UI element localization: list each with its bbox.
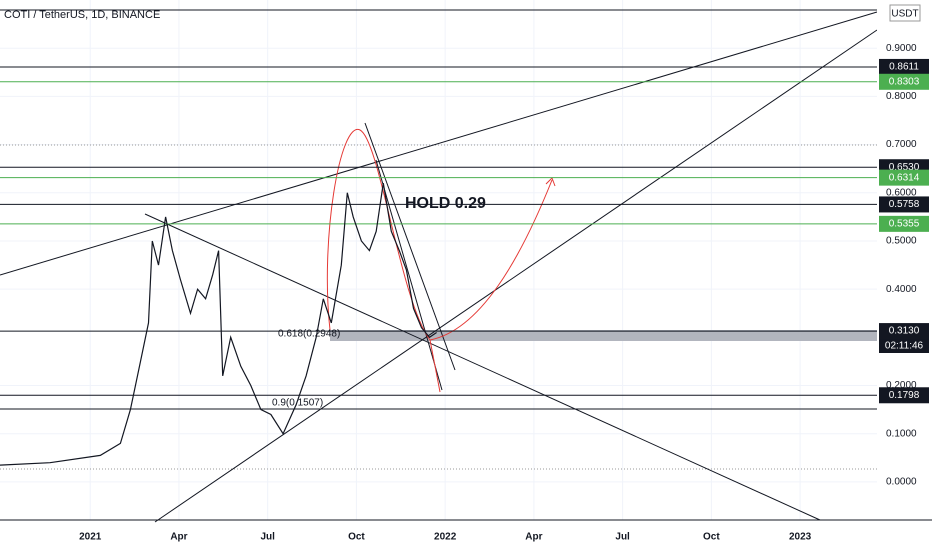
- x-tick-label: 2023: [789, 532, 812, 543]
- trend-line: [144, 213, 821, 521]
- y-tick-label: 0.9000: [886, 43, 917, 54]
- annotation: 0.618(0.2948): [278, 329, 340, 340]
- trend-line: [375, 159, 443, 391]
- x-tick-label: Apr: [170, 532, 187, 543]
- level-label: 0.6530: [889, 162, 920, 173]
- trend-line: [0, 11, 878, 276]
- y-tick-label: 0.4000: [886, 284, 917, 295]
- countdown-box: [879, 337, 929, 353]
- level-label: 0.1798: [889, 390, 920, 401]
- currency: USDT: [891, 9, 918, 20]
- level-label-box: [879, 215, 929, 232]
- countdown: 02:11:46: [885, 341, 924, 352]
- y-tick-label: 0.8000: [886, 91, 917, 102]
- level-label: 0.5758: [889, 199, 920, 210]
- price-axis: [877, 0, 932, 550]
- level-label: 0.8611: [889, 62, 919, 73]
- red-drawing: [326, 129, 441, 393]
- level-label: 0.6314: [889, 172, 920, 183]
- y-tick-label: 0.6000: [886, 187, 917, 198]
- trend-line: [364, 122, 456, 371]
- x-tick-label: Jul: [615, 532, 630, 543]
- level-label: 0.8303: [889, 76, 920, 87]
- level-label-box: [879, 196, 929, 213]
- price-line: [0, 183, 437, 466]
- y-tick-label: 0.2000: [886, 380, 917, 391]
- y-tick-label: 0.0000: [886, 477, 917, 488]
- level-label-box: [879, 58, 929, 75]
- level-label-box: [879, 323, 929, 340]
- annotation: 0.9(0.1507): [272, 398, 323, 409]
- level-label-box: [879, 73, 929, 90]
- y-tick-label: 0.1000: [886, 428, 917, 439]
- level-label-box: [879, 169, 929, 186]
- y-tick-label: 0.7000: [886, 139, 917, 150]
- chart-title: COTI / TetherUS, 1D, BINANCE: [4, 9, 160, 21]
- x-tick-label: Jul: [260, 532, 275, 543]
- x-tick-label: 2021: [79, 532, 102, 543]
- trend-line: [154, 29, 878, 523]
- x-tick-label: Apr: [525, 532, 542, 543]
- level-label-box: [879, 387, 929, 404]
- level-label: 0.5355: [889, 218, 920, 229]
- price-band: [330, 330, 877, 341]
- x-tick-label: Oct: [703, 532, 720, 543]
- x-tick-label: 2022: [434, 532, 457, 543]
- y-tick-label: 0.5000: [886, 236, 917, 247]
- level-label: 0.3130: [889, 326, 920, 337]
- currency-box: [889, 4, 921, 22]
- annotation: HOLD 0.29: [405, 195, 486, 212]
- x-tick-label: Oct: [348, 532, 365, 543]
